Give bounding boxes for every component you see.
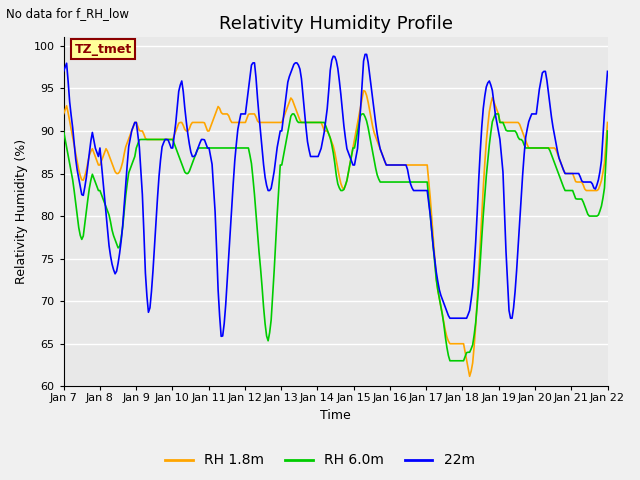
RH 1.8m bbox=[249, 111, 257, 117]
RH 6.0m bbox=[60, 128, 67, 134]
RH 6.0m bbox=[577, 196, 584, 202]
RH 1.8m bbox=[60, 111, 67, 117]
Title: Relativity Humidity Profile: Relativity Humidity Profile bbox=[218, 15, 452, 33]
22m bbox=[251, 60, 259, 66]
22m bbox=[361, 51, 369, 57]
Line: RH 6.0m: RH 6.0m bbox=[63, 114, 607, 361]
RH 6.0m bbox=[604, 128, 611, 134]
22m bbox=[60, 69, 67, 74]
22m bbox=[241, 111, 249, 117]
RH 6.0m bbox=[299, 120, 307, 125]
Text: TZ_tmet: TZ_tmet bbox=[74, 43, 132, 56]
RH 1.8m bbox=[360, 88, 367, 94]
22m bbox=[577, 174, 584, 180]
RH 6.0m bbox=[127, 166, 134, 171]
RH 1.8m bbox=[604, 120, 611, 125]
22m bbox=[299, 92, 307, 98]
RH 6.0m bbox=[222, 145, 230, 151]
X-axis label: Time: Time bbox=[320, 409, 351, 422]
22m bbox=[223, 277, 231, 283]
22m bbox=[127, 135, 134, 141]
RH 6.0m bbox=[289, 111, 296, 117]
RH 6.0m bbox=[240, 145, 248, 151]
RH 1.8m bbox=[127, 132, 134, 138]
Text: No data for f_RH_low: No data for f_RH_low bbox=[6, 7, 129, 20]
RH 1.8m bbox=[466, 373, 474, 379]
Y-axis label: Relativity Humidity (%): Relativity Humidity (%) bbox=[15, 139, 28, 284]
Line: 22m: 22m bbox=[63, 54, 607, 336]
Legend: RH 1.8m, RH 6.0m, 22m: RH 1.8m, RH 6.0m, 22m bbox=[160, 448, 480, 473]
RH 1.8m bbox=[222, 111, 230, 117]
Line: RH 1.8m: RH 1.8m bbox=[63, 91, 607, 376]
22m bbox=[604, 69, 611, 74]
22m bbox=[218, 334, 225, 339]
RH 1.8m bbox=[577, 179, 584, 185]
RH 1.8m bbox=[240, 120, 248, 125]
RH 6.0m bbox=[249, 176, 257, 181]
RH 6.0m bbox=[446, 358, 454, 364]
RH 1.8m bbox=[298, 120, 305, 125]
